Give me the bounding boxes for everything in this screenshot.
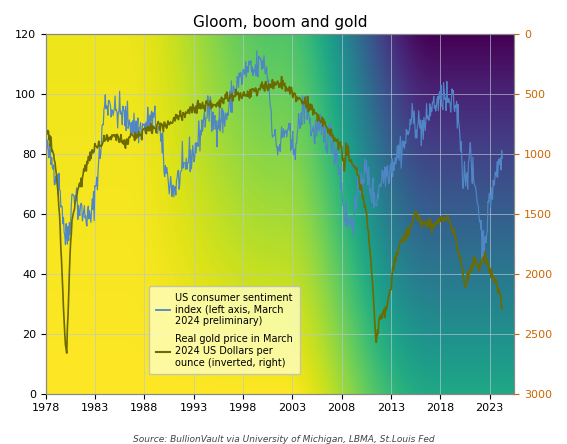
Legend: US consumer sentiment
index (left axis, March
2024 preliminary), Real gold price: US consumer sentiment index (left axis, … bbox=[149, 286, 300, 374]
Text: Source: BullionVault via University of Michigan, LBMA, St.Louis Fed: Source: BullionVault via University of M… bbox=[133, 435, 434, 444]
Title: Gloom, boom and gold: Gloom, boom and gold bbox=[193, 15, 367, 30]
